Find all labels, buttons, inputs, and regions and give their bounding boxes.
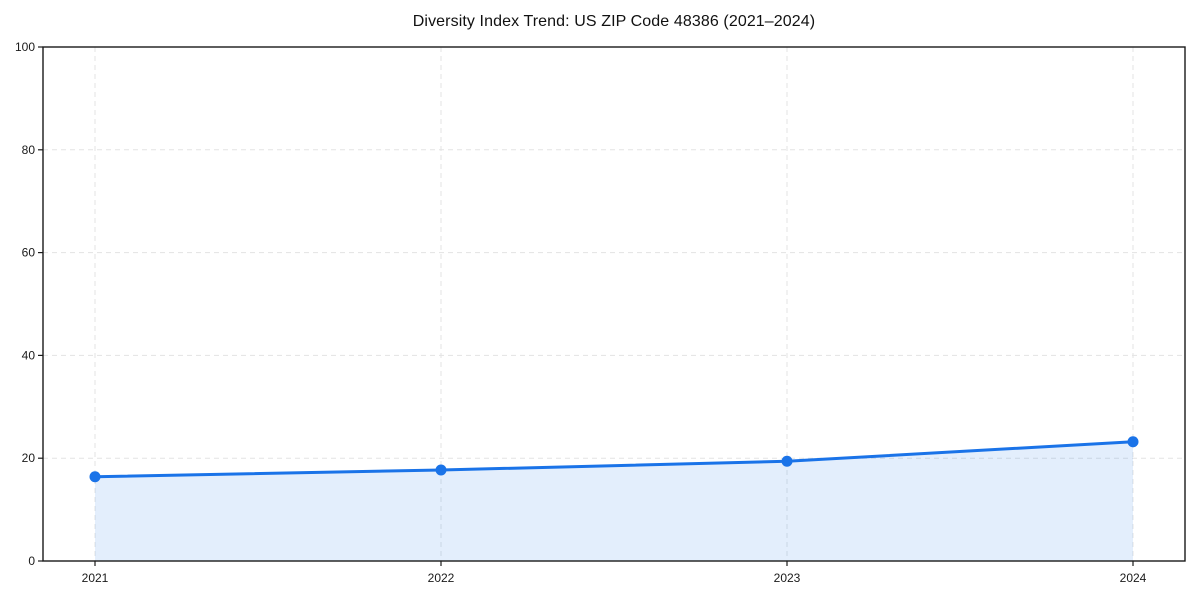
y-tick-label: 40 xyxy=(22,348,36,362)
data-point xyxy=(435,464,447,476)
x-tick-label: 2022 xyxy=(428,571,455,585)
trend-line xyxy=(93,440,1135,479)
x-tick-label: 2021 xyxy=(82,571,109,585)
chart-title: Diversity Index Trend: US ZIP Code 48386… xyxy=(412,13,816,30)
x-tick-label: 2023 xyxy=(774,571,801,585)
y-tick-label: 60 xyxy=(22,246,36,260)
data-point xyxy=(1127,436,1139,448)
y-tick-label: 100 xyxy=(15,40,35,54)
y-tick-label: 80 xyxy=(22,143,36,157)
y-tick-label: 0 xyxy=(28,554,35,568)
area-fill xyxy=(95,441,1133,561)
y-tick-label: 20 xyxy=(22,451,36,465)
data-point xyxy=(781,455,793,467)
x-tick-label: 2024 xyxy=(1120,571,1147,585)
data-point xyxy=(89,471,101,483)
plot-box xyxy=(42,46,1186,562)
